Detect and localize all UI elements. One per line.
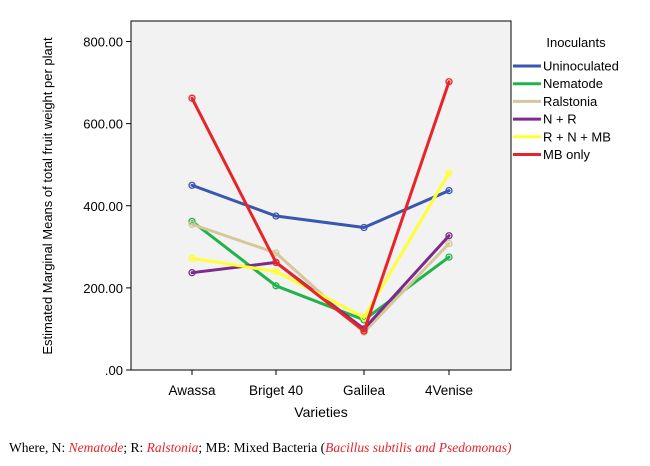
data-point xyxy=(445,253,453,261)
data-point xyxy=(188,94,196,102)
caption-ralstonia: Ralstonia xyxy=(146,440,199,455)
y-tick-label: 800.00 xyxy=(83,35,123,50)
data-point xyxy=(272,249,280,257)
legend-label: N + R xyxy=(543,112,577,127)
legend-label: Nematode xyxy=(543,76,603,91)
series-line xyxy=(190,222,451,334)
legend-label: Ralstonia xyxy=(543,94,598,109)
caption-mixed-bacteria: Bacillus subtilis and Psedomonas) xyxy=(325,440,512,455)
figure-caption: Where, N: Nematode; R: Ralstonia; MB: Mi… xyxy=(9,440,649,456)
data-point xyxy=(188,181,196,189)
legend-title: Inoculants xyxy=(546,35,606,50)
data-point xyxy=(272,258,280,267)
y-tick-label: 400.00 xyxy=(83,199,123,214)
series-layer xyxy=(188,78,453,336)
data-point xyxy=(360,223,368,232)
data-point xyxy=(188,269,196,277)
data-point xyxy=(360,327,368,335)
legend-items: Uninoculated Nematode Ralstonia N + R R + N … xyxy=(513,59,619,162)
x-tick-label: Awassa xyxy=(168,383,216,398)
x-axis-label: Varieties xyxy=(294,404,347,420)
plot-area xyxy=(130,20,512,371)
y-axis: .00 200.00 400.00 600.00 800.00 xyxy=(83,35,131,378)
data-point xyxy=(272,212,280,220)
data-point xyxy=(445,186,453,195)
series-mb-only xyxy=(188,78,453,335)
legend-label: Uninoculated xyxy=(543,59,619,74)
x-tick-label: 4Venise xyxy=(425,383,473,398)
y-tick-label: .00 xyxy=(105,363,123,378)
data-point xyxy=(445,232,453,240)
series-line xyxy=(190,80,451,333)
caption-nematode: Nematode xyxy=(68,440,124,455)
data-point xyxy=(272,267,280,276)
data-point xyxy=(188,254,196,262)
x-tick-label: Briget 40 xyxy=(249,383,303,398)
legend-label: MB only xyxy=(543,147,590,162)
data-point xyxy=(445,239,453,248)
y-tick-label: 200.00 xyxy=(83,281,123,296)
x-tick-label: Galilea xyxy=(343,383,386,398)
caption-sep-2: ; MB: Mixed Bacteria ( xyxy=(198,440,326,455)
caption-sep-1: ; R: xyxy=(123,440,147,455)
legend: Inoculants Uninoculated Nematode Ralstonia… xyxy=(513,35,619,162)
x-axis: Awassa Briget 40 Galilea 4Venise xyxy=(168,370,473,398)
data-point xyxy=(272,282,280,290)
data-point xyxy=(445,78,453,86)
data-point xyxy=(188,220,196,228)
y-axis-label: Estimated Marginal Means of total fruit … xyxy=(40,37,55,355)
data-point xyxy=(360,313,368,322)
line-chart: .00 200.00 400.00 600.00 800.00 Awassa Briget… xyxy=(40,20,619,420)
series-r-n-mb xyxy=(188,169,453,322)
data-point xyxy=(445,169,453,177)
series-line xyxy=(190,171,451,319)
y-tick-label: 600.00 xyxy=(83,117,123,132)
caption-prefix: Where, N: xyxy=(9,440,69,455)
legend-label: R + N + MB xyxy=(543,129,611,144)
